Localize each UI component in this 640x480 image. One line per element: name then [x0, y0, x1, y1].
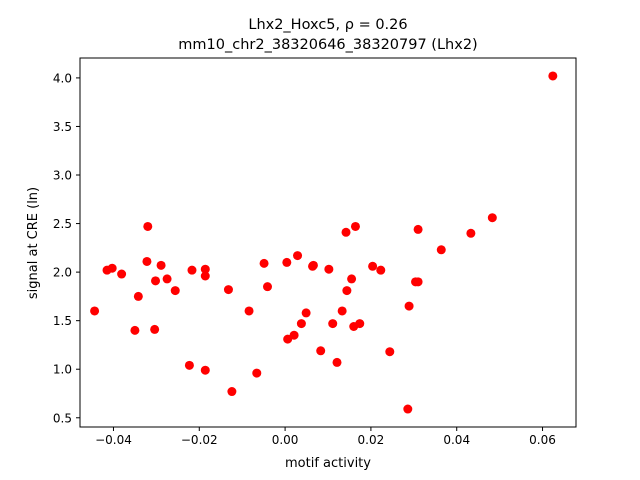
data-point-42	[355, 319, 365, 329]
plot-frame	[79, 57, 577, 428]
data-point-41	[350, 221, 360, 231]
data-point-26	[289, 330, 299, 340]
data-point-14	[187, 265, 197, 275]
y-tick-label: 1.0	[53, 363, 72, 377]
data-point-33	[324, 264, 334, 274]
data-point-31	[308, 260, 318, 270]
data-point-44	[376, 265, 386, 275]
data-point-38	[342, 286, 352, 296]
y-axis-ticks: 0.5 1.0 1.5 2.0 2.5 3.0 3.5 4.0	[53, 71, 80, 425]
data-point-29	[301, 308, 311, 318]
data-point-23	[263, 282, 272, 292]
y-tick-label: 1.5	[53, 314, 72, 328]
y-tick-label: 2.5	[53, 217, 72, 231]
y-tick-label: 4.0	[53, 71, 72, 85]
y-tick-label: 2.0	[53, 266, 72, 280]
x-axis-label: motif activity	[285, 456, 371, 471]
data-point-17	[200, 365, 210, 375]
x-tick-label: −0.04	[95, 433, 132, 447]
data-point-19	[227, 387, 237, 397]
data-point-12	[170, 286, 180, 296]
data-point-2	[107, 263, 117, 273]
data-point-49	[413, 277, 423, 287]
data-point-27	[293, 251, 303, 261]
data-point-8	[150, 324, 160, 334]
y-tick-label: 3.5	[53, 120, 72, 134]
data-point-28	[296, 319, 306, 329]
data-point-16	[200, 271, 210, 281]
data-point-52	[466, 228, 476, 238]
data-point-36	[337, 306, 347, 316]
data-point-7	[143, 221, 153, 231]
data-point-47	[404, 301, 414, 311]
x-tick-label: 0.06	[529, 433, 556, 447]
data-point-45	[385, 347, 395, 357]
data-point-24	[282, 257, 292, 267]
data-point-9	[151, 276, 161, 286]
data-point-6	[142, 256, 152, 266]
data-point-20	[244, 306, 254, 316]
x-tick-label: 0.04	[443, 433, 470, 447]
data-point-0	[90, 306, 100, 316]
data-point-50	[413, 224, 423, 234]
chart-title-line1: Lhx2_Hoxc5, ρ = 0.26	[248, 17, 407, 33]
data-point-22	[259, 258, 269, 268]
data-point-34	[328, 319, 338, 329]
data-point-18	[223, 285, 233, 295]
data-point-46	[403, 404, 413, 414]
y-tick-label: 3.0	[53, 169, 72, 183]
y-tick-label: 0.5	[53, 411, 72, 425]
data-point-13	[184, 360, 194, 370]
x-axis-ticks: −0.04 −0.02 0.00 0.02 0.04 0.06	[95, 427, 556, 447]
x-tick-label: −0.02	[181, 433, 218, 447]
data-point-32	[316, 346, 326, 356]
data-point-10	[156, 260, 166, 270]
data-points	[90, 71, 558, 414]
data-point-21	[252, 368, 262, 378]
data-point-54	[548, 71, 558, 81]
data-point-51	[436, 245, 446, 255]
data-point-3	[117, 269, 127, 279]
chart-title-line2: mm10_chr2_38320646_38320797 (Lhx2)	[178, 37, 477, 53]
data-point-53	[487, 213, 497, 223]
y-axis-label: signal at CRE (ln)	[26, 187, 41, 299]
data-point-5	[133, 291, 143, 301]
data-point-4	[130, 325, 140, 335]
data-point-15	[200, 264, 210, 274]
x-tick-label: 0.00	[272, 433, 299, 447]
data-point-35	[332, 357, 342, 367]
x-tick-label: 0.02	[358, 433, 385, 447]
data-point-11	[162, 274, 172, 284]
data-point-37	[341, 227, 351, 237]
data-point-43	[368, 261, 378, 271]
data-point-39	[347, 274, 357, 284]
